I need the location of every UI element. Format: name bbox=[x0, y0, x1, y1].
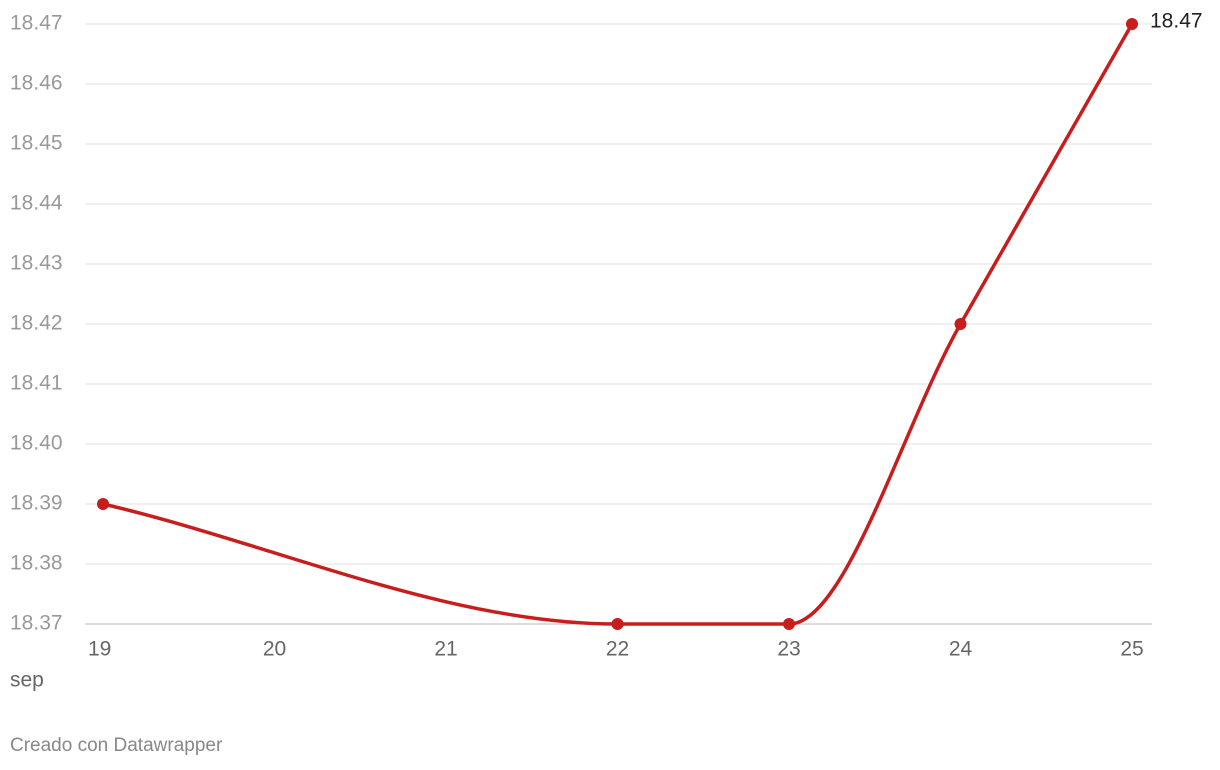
y-tick-label: 18.44 bbox=[10, 192, 63, 215]
value-label: 18.47 bbox=[1150, 10, 1203, 33]
x-tick-label: 21 bbox=[434, 638, 457, 661]
y-tick-label: 18.45 bbox=[10, 132, 63, 155]
y-tick-label: 18.41 bbox=[10, 372, 63, 395]
x-tick-label: 22 bbox=[606, 638, 629, 661]
point bbox=[97, 498, 109, 510]
y-tick-label: 18.43 bbox=[10, 252, 63, 275]
y-tick-label: 18.37 bbox=[10, 612, 63, 635]
y-tick-label: 18.40 bbox=[10, 432, 63, 455]
point bbox=[1126, 18, 1138, 30]
x-tick-label: 25 bbox=[1120, 638, 1143, 661]
point bbox=[954, 318, 967, 330]
y-tick-label: 18.47 bbox=[10, 12, 63, 35]
x-tick-label: 23 bbox=[777, 638, 800, 661]
y-tick-label: 18.38 bbox=[10, 552, 63, 575]
y-tick-label: 18.46 bbox=[10, 72, 63, 95]
y-tick-label: 18.39 bbox=[10, 492, 63, 515]
x-unit-label: sep bbox=[10, 669, 44, 692]
footer: Creado con Datawrapper bbox=[10, 735, 223, 756]
x-tick-label: 20 bbox=[263, 638, 286, 661]
x-tick-label: 19 bbox=[88, 638, 111, 661]
point bbox=[783, 618, 795, 630]
y-tick-label: 18.42 bbox=[10, 312, 63, 335]
point bbox=[611, 618, 624, 630]
x-tick-label: 24 bbox=[949, 638, 973, 661]
